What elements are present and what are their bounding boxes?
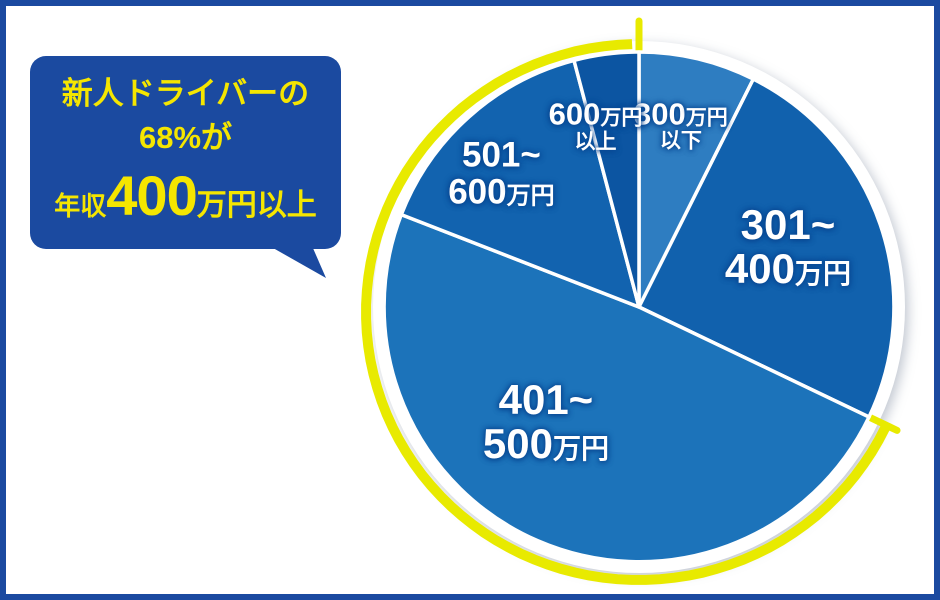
bubble-line-3: 年収400万円以上 xyxy=(30,167,341,224)
pie-chart-svg xyxy=(361,17,905,585)
pie-segment-1 xyxy=(637,77,896,419)
bubble-line-2: 68%が xyxy=(138,119,233,155)
pie-segment-0 xyxy=(637,50,756,309)
bubble-line-1: 新人ドライバーの xyxy=(61,76,310,111)
bubble-line3-big-number: 400 xyxy=(106,163,197,227)
bubble-line3-prefix: 年収 xyxy=(54,190,107,221)
pie-segment-4 xyxy=(572,50,641,309)
highlight-arc xyxy=(361,39,890,585)
pie-segment-3 xyxy=(399,58,641,309)
callout-bubble: 新人ドライバーの 68%が 年収400万円以上 xyxy=(30,56,341,249)
pie-segment-2 xyxy=(382,212,871,564)
bubble-line3-suffix: 万円以上 xyxy=(196,188,317,222)
